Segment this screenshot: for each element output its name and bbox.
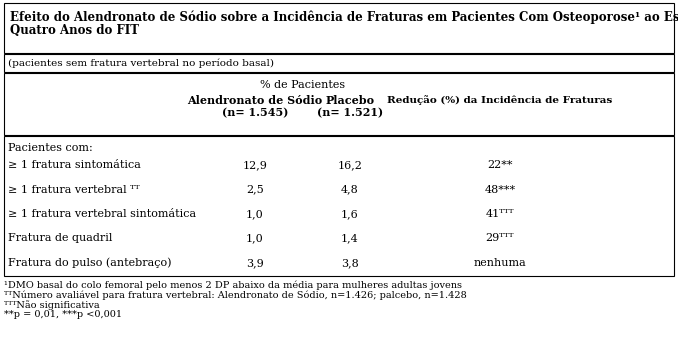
Text: 41ᵀᵀᵀ: 41ᵀᵀᵀ [485, 209, 514, 219]
Text: 48***: 48*** [485, 185, 515, 195]
Text: ≥ 1 fratura vertebral ᵀᵀ: ≥ 1 fratura vertebral ᵀᵀ [8, 185, 140, 195]
Text: Efeito do Alendronato de Sódio sobre a Incidência de Fraturas em Pacientes Com O: Efeito do Alendronato de Sódio sobre a I… [10, 11, 678, 24]
Text: Fratura de quadril: Fratura de quadril [8, 233, 113, 244]
Bar [4, 54, 674, 72]
Text: 4,8: 4,8 [341, 185, 359, 195]
Text: 12,9: 12,9 [243, 160, 267, 170]
Text: (n= 1.545): (n= 1.545) [222, 107, 288, 118]
Text: (n= 1.521): (n= 1.521) [317, 107, 383, 118]
Bar [4, 73, 674, 135]
Text: Redução (%) da Incidência de Fraturas: Redução (%) da Incidência de Fraturas [387, 95, 613, 105]
Text: 29ᵀᵀᵀ: 29ᵀᵀᵀ [485, 233, 514, 244]
Text: ≥ 1 fratura sintomática: ≥ 1 fratura sintomática [8, 160, 141, 170]
Text: **p = 0,01, ***p <0,001: **p = 0,01, ***p <0,001 [4, 310, 122, 319]
Text: ≥ 1 fratura vertebral sintomática: ≥ 1 fratura vertebral sintomática [8, 209, 196, 219]
Text: ᵀᵀᵀNão significativa: ᵀᵀᵀNão significativa [4, 300, 100, 310]
Text: Pacientes com:: Pacientes com: [8, 143, 93, 153]
Text: ¹DMO basal do colo femoral pelo menos 2 DP abaixo da média para mulheres adultas: ¹DMO basal do colo femoral pelo menos 2 … [4, 280, 462, 289]
Text: 2,5: 2,5 [246, 185, 264, 195]
Text: 3,9: 3,9 [246, 258, 264, 268]
Text: 1,0: 1,0 [246, 233, 264, 244]
Text: nenhuma: nenhuma [474, 258, 526, 268]
Text: % de Pacientes: % de Pacientes [260, 80, 345, 90]
Text: 22**: 22** [487, 160, 513, 170]
Text: 1,6: 1,6 [341, 209, 359, 219]
Text: (pacientes sem fratura vertebral no período basal): (pacientes sem fratura vertebral no perí… [8, 58, 274, 68]
Text: 16,2: 16,2 [338, 160, 363, 170]
Text: Fratura do pulso (antebraço): Fratura do pulso (antebraço) [8, 257, 172, 268]
Bar [4, 136, 674, 276]
Text: Placebo: Placebo [325, 95, 374, 106]
Text: 1,4: 1,4 [341, 233, 359, 244]
Text: Alendronato de Sódio: Alendronato de Sódio [187, 95, 323, 106]
Text: ᵀᵀNúmero avaliável para fratura vertebral: Alendronato de Sódio, n=1.426; palceb: ᵀᵀNúmero avaliável para fratura vertebra… [4, 290, 466, 300]
Text: 1,0: 1,0 [246, 209, 264, 219]
Text: 3,8: 3,8 [341, 258, 359, 268]
Text: Quatro Anos do FIT: Quatro Anos do FIT [10, 24, 139, 37]
Bar [4, 3, 674, 53]
